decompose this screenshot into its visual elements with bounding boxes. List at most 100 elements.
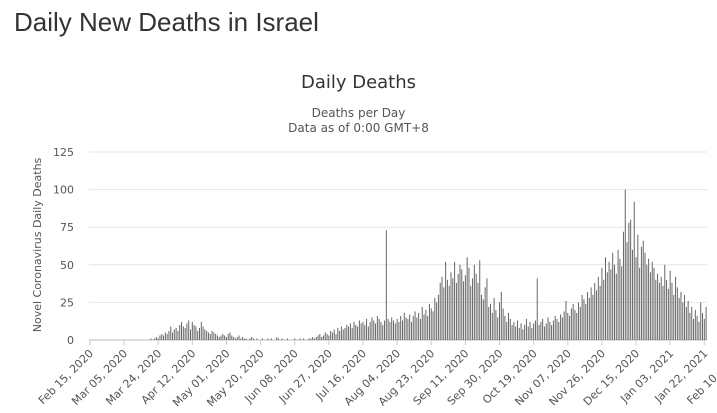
bar [488, 306, 490, 340]
bar [362, 321, 364, 340]
bar [448, 285, 450, 340]
bar [231, 335, 233, 340]
bar [182, 326, 184, 340]
bar [198, 327, 200, 340]
bar [373, 320, 375, 340]
bar [685, 306, 687, 340]
bar [682, 302, 684, 340]
bar [518, 327, 520, 340]
bar [330, 330, 332, 340]
bar [452, 278, 454, 340]
bar [317, 335, 319, 340]
bar [357, 326, 359, 340]
bar [384, 320, 386, 340]
bar [225, 336, 227, 340]
bar [200, 321, 202, 340]
bar [475, 273, 477, 340]
bar [446, 279, 448, 340]
chart-subtitle-date: Data as of 0:00 GMT+8 [288, 121, 429, 135]
bar [457, 273, 459, 340]
bar [398, 321, 400, 340]
bar [428, 303, 430, 340]
bar [209, 333, 211, 340]
bar [689, 312, 691, 340]
bar [270, 338, 272, 340]
bar [224, 335, 226, 340]
bar [621, 266, 623, 340]
bar [414, 311, 416, 340]
bar [698, 321, 700, 340]
bar [560, 314, 562, 340]
bar [649, 272, 651, 340]
bar [344, 327, 346, 340]
bar [515, 326, 517, 340]
bar [631, 249, 633, 340]
bar [155, 336, 157, 340]
bar [531, 327, 533, 340]
bar [308, 338, 310, 340]
bar [335, 333, 337, 340]
bar [605, 257, 606, 340]
bar [184, 327, 186, 340]
bar [642, 240, 644, 340]
bar [479, 260, 481, 340]
bar [195, 326, 197, 340]
bar [193, 324, 195, 340]
bar [666, 279, 668, 340]
bar [159, 335, 161, 340]
bar [455, 282, 457, 340]
bar [256, 338, 258, 340]
bar [220, 335, 222, 340]
bar [542, 318, 544, 340]
bar [534, 320, 536, 340]
bar [554, 315, 556, 340]
bar [157, 338, 159, 340]
bar [648, 258, 650, 340]
bar [561, 317, 563, 340]
bar [653, 267, 655, 340]
bar [229, 332, 231, 340]
bar [702, 312, 704, 340]
bar [294, 338, 296, 340]
bar [234, 338, 236, 340]
chart-title: Daily Deaths [300, 72, 417, 93]
bar [705, 306, 707, 340]
bar [243, 338, 245, 340]
bar [172, 332, 174, 340]
bar [186, 323, 188, 340]
bar [166, 333, 168, 340]
y-tick-label: 50 [60, 259, 74, 272]
y-tick-label: 0 [67, 334, 74, 347]
bar [454, 261, 456, 340]
bar [529, 321, 531, 340]
bar [463, 281, 465, 340]
bar [596, 290, 598, 340]
bar [509, 318, 511, 340]
bar [315, 336, 317, 340]
bar [468, 267, 470, 340]
bar [472, 278, 474, 340]
bar [588, 297, 590, 340]
bar [326, 333, 328, 340]
bar [394, 323, 396, 340]
bar [481, 294, 483, 340]
bar [608, 261, 610, 340]
bar [249, 338, 251, 340]
bar [385, 230, 387, 340]
bar [477, 282, 479, 340]
bar [597, 276, 599, 340]
bar [678, 297, 680, 340]
bar [585, 303, 587, 340]
bar [675, 276, 677, 340]
bar [572, 303, 574, 340]
bar [626, 242, 628, 340]
bar [630, 219, 632, 340]
bar [552, 320, 554, 340]
bar [207, 332, 209, 340]
bar [527, 326, 529, 340]
bar [393, 320, 395, 340]
bar [551, 324, 553, 340]
bar [495, 309, 497, 340]
bar [331, 332, 333, 340]
bar [694, 309, 696, 340]
